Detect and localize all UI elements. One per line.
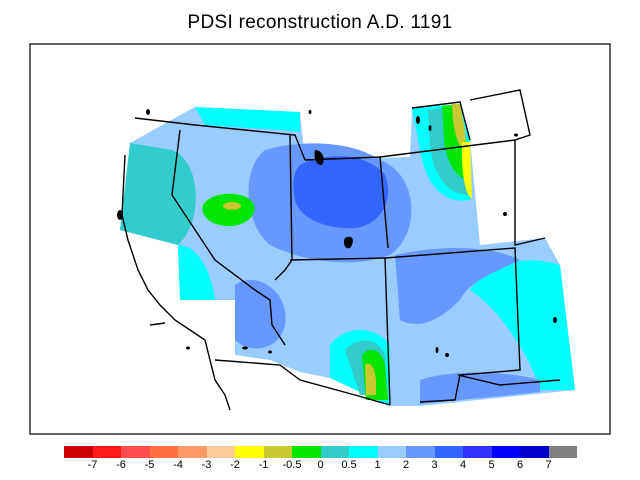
colorbar-swatch xyxy=(206,446,235,458)
colorbar-swatch xyxy=(520,446,549,458)
colorbar-label: -6 xyxy=(116,459,126,471)
colorbar-label: 5 xyxy=(488,459,495,471)
cyan-zone-southeast xyxy=(470,260,575,390)
green-zone-northeast-nevada xyxy=(202,193,255,227)
colorbar-label: 1 xyxy=(374,459,381,471)
state-boundaries xyxy=(121,89,561,411)
colorbar-swatch xyxy=(491,446,520,458)
deep-blue-zone-utah-wyoming xyxy=(293,156,389,229)
blue-zone-south-nevada xyxy=(235,279,286,349)
colorbar-swatch xyxy=(320,446,349,458)
teal-zone-california-coast xyxy=(120,143,196,245)
colorbar xyxy=(64,446,577,458)
colorbar-swatch xyxy=(235,446,264,458)
colorbar-swatch xyxy=(292,446,321,458)
map-title: PDSI reconstruction A.D. 1191 xyxy=(187,12,453,33)
colorbar-swatch xyxy=(121,446,150,458)
lakes-islands xyxy=(117,109,557,357)
colorbar-label: -0.5 xyxy=(282,459,302,471)
colorbar-label: -7 xyxy=(87,459,98,471)
colorbar-swatch xyxy=(92,446,121,458)
colorbar-swatch xyxy=(548,446,577,458)
colorbar-swatch xyxy=(406,446,435,458)
colorbar-label: 0.5 xyxy=(341,459,357,471)
colorbar-swatch xyxy=(349,446,378,458)
cyan-zone-california xyxy=(178,245,215,300)
colorbar-label: 4 xyxy=(459,459,467,471)
olive-zone-arizona xyxy=(365,363,376,395)
colorbar-label: -2 xyxy=(230,459,240,471)
colorbar-swatch xyxy=(64,446,93,458)
colorbar-label: 7 xyxy=(545,459,552,471)
olive-zone-montana xyxy=(452,104,466,150)
colorbar-label: 0 xyxy=(317,459,324,471)
colorbar-label: -1 xyxy=(258,459,269,471)
colorbar-label: 3 xyxy=(431,459,438,471)
colorbar-label: 2 xyxy=(402,459,410,471)
colorbar-label: -5 xyxy=(144,459,155,471)
olive-spot-northeast-nevada xyxy=(223,202,241,210)
colorbar-label: -3 xyxy=(201,459,212,471)
blue-zone-newmexico xyxy=(395,248,520,324)
colorbar-swatch xyxy=(263,446,292,458)
yellow-zone-montana xyxy=(462,142,472,198)
colorbar-labels: -7 -6 -5 -4 -3 -2 -1 -0.5 0 0.5 1 2 3 4 5 6 7 xyxy=(0,459,640,475)
cyan-zone-north xyxy=(195,107,300,132)
blue-zone-newmexico-south xyxy=(420,372,540,404)
colorbar-swatch xyxy=(463,446,492,458)
colorbar-swatch xyxy=(149,446,178,458)
colorbar-swatch xyxy=(434,446,463,458)
colorbar-label: 6 xyxy=(516,459,524,471)
colorbar-swatch xyxy=(377,446,406,458)
colorbar-swatch xyxy=(178,446,207,458)
colorbar-label: -4 xyxy=(173,459,183,471)
